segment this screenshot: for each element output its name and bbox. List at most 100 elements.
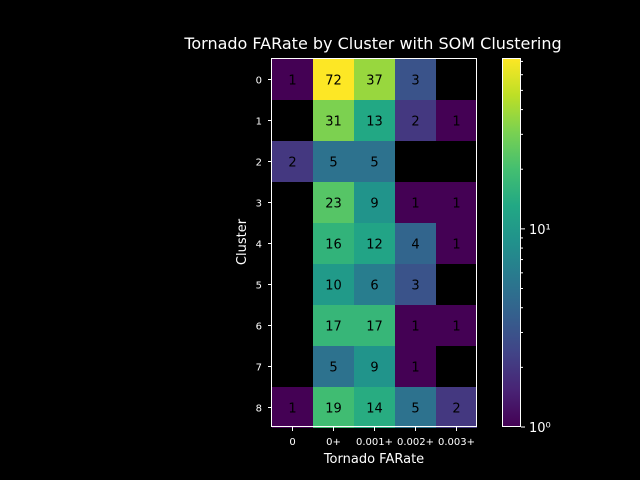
cell-value-label: 9 (370, 361, 378, 376)
heatmap-cell (354, 387, 395, 428)
heatmap-cell (272, 305, 313, 346)
cell-value-label: 5 (329, 156, 337, 171)
cell-value-label: 1 (288, 74, 296, 89)
cell-value-label: 37 (366, 74, 383, 89)
x-axis-label: Tornado FARate (323, 452, 424, 467)
x-axis-ticks: 0 0+ 0.001+ 0.002+ 0.003+ (289, 427, 475, 448)
heatmap-cell (436, 223, 477, 264)
heatmap-cell (395, 387, 436, 428)
x-tick-label: 0.001+ (356, 437, 393, 448)
cell-value-label: 23 (325, 197, 342, 212)
heatmap-cell (354, 346, 395, 387)
cell-value-label: 19 (325, 402, 342, 417)
heatmap-cell (354, 59, 395, 100)
heatmap-cell (395, 182, 436, 223)
cell-value-label: 6 (370, 279, 378, 294)
y-axis-label: Cluster (235, 218, 250, 265)
x-tick-label: 0.003+ (438, 437, 475, 448)
heatmap-cell (354, 141, 395, 182)
heatmap-cell (354, 264, 395, 305)
heatmap-cell (354, 305, 395, 346)
cell-value-label: 5 (329, 361, 337, 376)
heatmap-cell (272, 141, 313, 182)
y-tick-label: 2 (256, 158, 262, 169)
heatmap-cells: 1 72 37 331 13 2 12 5 523 9 1 116 12 4 110 6 317 17 1 15 9 11… (272, 59, 477, 428)
heatmap-cell (436, 182, 477, 223)
heatmap-cell (313, 182, 354, 223)
cell-value-label: 14 (366, 402, 383, 417)
chart-title: Tornado FARate by Cluster with SOM Clust… (183, 34, 561, 53)
cell-value-label: 2 (411, 115, 419, 130)
heatmap-cell (395, 305, 436, 346)
heatmap-cell (272, 182, 313, 223)
heatmap-cell (436, 59, 477, 100)
heatmap-cell (395, 141, 436, 182)
cell-value-label: 9 (370, 197, 378, 212)
heatmap-cell (395, 100, 436, 141)
cell-value-label: 1 (452, 320, 460, 335)
y-tick-label: 0 (256, 76, 262, 87)
cell-value-label: 72 (325, 74, 342, 89)
heatmap-cell (313, 346, 354, 387)
heatmap-cell (395, 223, 436, 264)
heatmap-cell (272, 346, 313, 387)
colorbar-tick-label: 10¹ (529, 223, 551, 238)
heatmap-cell (313, 387, 354, 428)
cell-value-label: 1 (452, 115, 460, 130)
heatmap-cell (272, 100, 313, 141)
heatmap-cell (354, 100, 395, 141)
x-tick-label: 0 (289, 437, 295, 448)
heatmap-cell (313, 100, 354, 141)
heatmap-cell (272, 59, 313, 100)
heatmap-cell (395, 264, 436, 305)
cell-value-label: 5 (370, 156, 378, 171)
cell-value-label: 10 (325, 279, 342, 294)
colorbar-ticks: 10⁰ 10¹ (521, 60, 551, 436)
cell-value-label: 31 (325, 115, 342, 130)
colorbar-tick-label: 10⁰ (529, 421, 551, 436)
x-tick-label: 0.002+ (397, 437, 434, 448)
heatmap-cell (272, 264, 313, 305)
heatmap-cell (395, 346, 436, 387)
cell-value-label: 1 (288, 402, 296, 417)
y-tick-label: 1 (256, 117, 262, 128)
plot-frame (271, 58, 477, 427)
y-tick-label: 7 (256, 363, 262, 374)
cell-value-label: 1 (411, 320, 419, 335)
cell-value-label: 3 (411, 74, 419, 89)
heatmap-cell (436, 100, 477, 141)
heatmap-cell (272, 223, 313, 264)
y-tick-label: 5 (256, 281, 262, 292)
cell-value-label: 5 (411, 402, 419, 417)
cell-value-label: 17 (325, 320, 342, 335)
y-axis-ticks: 0 1 2 3 4 5 6 7 8 (256, 76, 272, 415)
heatmap-cell (436, 305, 477, 346)
heatmap-cell (354, 182, 395, 223)
heatmap-cell (436, 387, 477, 428)
heatmap-cell (436, 346, 477, 387)
heatmap-cell (354, 223, 395, 264)
cell-value-label: 2 (452, 402, 460, 417)
heatmap-cell (436, 264, 477, 305)
y-tick-label: 8 (256, 404, 262, 415)
heatmap-cell (395, 59, 436, 100)
cell-value-label: 17 (366, 320, 383, 335)
heatmap-cell (313, 141, 354, 182)
cell-value-label: 12 (366, 238, 383, 253)
heatmap-cell (436, 141, 477, 182)
y-tick-label: 3 (256, 199, 262, 210)
cell-value-label: 1 (411, 197, 419, 212)
colorbar (502, 58, 521, 427)
heatmap-cell (272, 387, 313, 428)
cell-value-label: 1 (452, 197, 460, 212)
cell-value-label: 1 (411, 361, 419, 376)
heatmap-cell (313, 59, 354, 100)
y-tick-label: 4 (256, 240, 262, 251)
heatmap-cell (313, 223, 354, 264)
cell-value-label: 3 (411, 279, 419, 294)
cell-value-label: 13 (366, 115, 383, 130)
cell-value-label: 2 (288, 156, 296, 171)
cell-value-label: 1 (452, 238, 460, 253)
cell-value-label: 4 (411, 238, 419, 253)
